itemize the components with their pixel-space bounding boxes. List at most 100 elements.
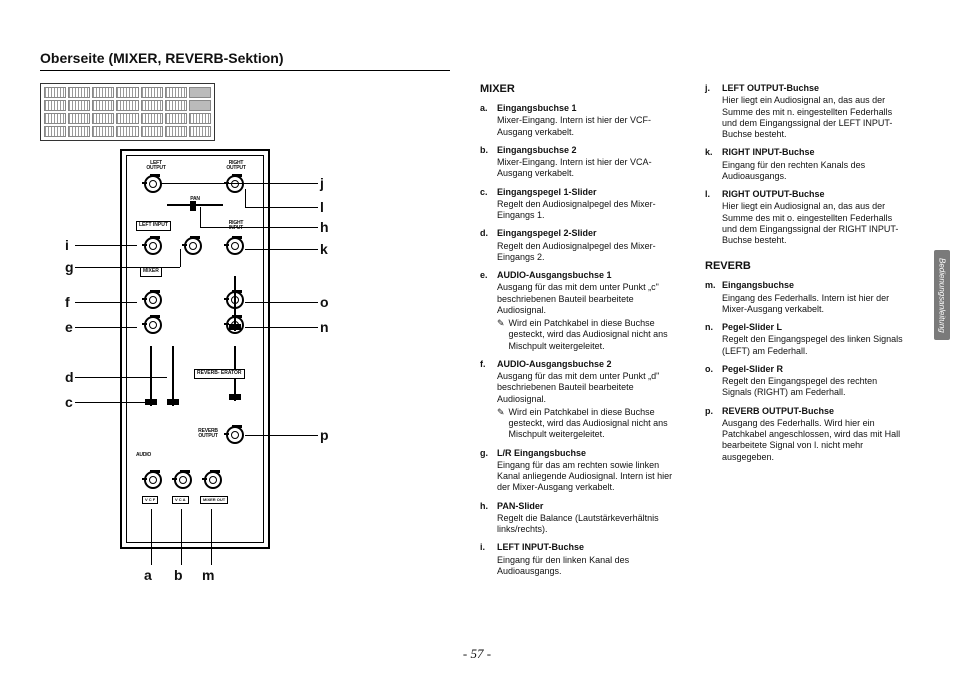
callout-g: g bbox=[65, 259, 74, 275]
reverb-list: m.EingangsbuchseEingang des Federhalls. … bbox=[705, 280, 905, 463]
item-title: LEFT INPUT-Buchse bbox=[497, 542, 680, 553]
item-body: Pegel-Slider LRegelt den Eingangspegel d… bbox=[722, 322, 905, 357]
jack-reverb-output bbox=[226, 426, 244, 444]
label-reverb-output: REVERB OUTPUT bbox=[194, 429, 222, 439]
item-title: Eingangsbuchse bbox=[722, 280, 905, 291]
item-title: REVERB OUTPUT-Buchse bbox=[722, 406, 905, 417]
label-left-output: LEFT OUTPUT bbox=[142, 161, 170, 171]
callout-i: i bbox=[65, 237, 69, 253]
item-desc: Ausgang des Federhalls. Wird hier ein Pa… bbox=[722, 418, 905, 463]
item-body: AUDIO-Ausgangsbuchse 1Ausgang für das mi… bbox=[497, 270, 680, 352]
callout-f: f bbox=[65, 294, 70, 310]
item-title: LEFT OUTPUT-Buchse bbox=[722, 83, 905, 94]
jack-left-input bbox=[144, 237, 162, 255]
item-desc: Regelt den Eingangspegel des rechten Sig… bbox=[722, 376, 905, 399]
list-item: n.Pegel-Slider LRegelt den Eingangspegel… bbox=[705, 322, 905, 357]
list-item: h.PAN-SliderRegelt die Balance (Lautstär… bbox=[480, 501, 680, 536]
line-m bbox=[211, 509, 212, 565]
col2a-list: j. LEFT OUTPUT-Buchse Hier liegt ein Audio… bbox=[705, 83, 905, 246]
item-label: h. bbox=[480, 501, 491, 536]
reverb-heading: REVERB bbox=[705, 260, 905, 272]
item-body: RIGHT INPUT-Buchse Eingang für den rechte… bbox=[722, 147, 905, 182]
page-title: Oberseite (MIXER, REVERB-Sektion) bbox=[40, 50, 914, 66]
diagram: LEFT OUTPUT RIGHT OUTPUT PAN LEFT INPUT … bbox=[40, 149, 460, 604]
line-n bbox=[245, 327, 318, 328]
side-tab: Bedienungsanleitung bbox=[934, 250, 950, 340]
item-body: Eingangspegel 2-SliderRegelt den Audiosi… bbox=[497, 228, 680, 263]
col2: j. LEFT OUTPUT-Buchse Hier liegt ein Audio… bbox=[705, 83, 905, 604]
mixer-heading: MIXER bbox=[480, 83, 680, 95]
item-label: e. bbox=[480, 270, 491, 352]
mixer-list: a.Eingangsbuchse 1Mixer-Eingang. Intern … bbox=[480, 103, 680, 577]
item-label: m. bbox=[705, 280, 716, 315]
item-label: i. bbox=[480, 542, 491, 577]
item-label: p. bbox=[705, 406, 716, 463]
item-label: b. bbox=[480, 145, 491, 180]
slider-r1 bbox=[234, 276, 236, 331]
list-item: c.Eingangspegel 1-SliderRegelt den Audio… bbox=[480, 187, 680, 222]
item-desc: Regelt den Eingangspegel des linken Sign… bbox=[722, 334, 905, 357]
page-number: - 57 - bbox=[0, 646, 954, 662]
text-columns: MIXER a.Eingangsbuchse 1Mixer-Eingang. I… bbox=[480, 83, 914, 604]
label-mixer-out: MIXER OUT bbox=[200, 496, 228, 504]
main-layout: LEFT OUTPUT RIGHT OUTPUT PAN LEFT INPUT … bbox=[40, 83, 914, 604]
jack-right-input bbox=[226, 237, 244, 255]
line-a bbox=[151, 509, 152, 565]
list-item: o. Pegel-Slider RRegelt den Eingangspegel… bbox=[705, 364, 905, 399]
line-e bbox=[75, 327, 137, 328]
item-title: RIGHT OUTPUT-Buchse bbox=[722, 189, 905, 200]
callout-o: o bbox=[320, 294, 329, 310]
panel-thumbnail bbox=[40, 83, 215, 141]
note-icon: ✎ bbox=[497, 407, 505, 441]
callout-j: j bbox=[320, 175, 324, 191]
line-b bbox=[181, 509, 182, 565]
line-o bbox=[245, 302, 318, 303]
callout-m: m bbox=[202, 567, 214, 583]
item-title: RIGHT INPUT-Buchse bbox=[722, 147, 905, 158]
list-item: e.AUDIO-Ausgangsbuchse 1Ausgang für das … bbox=[480, 270, 680, 352]
jack-lr-input bbox=[184, 237, 202, 255]
slider-d bbox=[172, 346, 174, 406]
item-body: L/R EingangsbuchseEingang für das am rec… bbox=[497, 448, 680, 494]
item-title: Eingangsbuchse 1 bbox=[497, 103, 680, 114]
item-body: AUDIO-Ausgangsbuchse 2Ausgang für das mi… bbox=[497, 359, 680, 441]
item-title: Eingangspegel 1-Slider bbox=[497, 187, 680, 198]
item-body: EingangsbuchseEingang des Federhalls. In… bbox=[722, 280, 905, 315]
label-reverb: REVERB- ERATOR bbox=[194, 369, 245, 379]
slider-r1-knob bbox=[229, 324, 241, 330]
list-item: k. RIGHT INPUT-Buchse Eingang für den rech… bbox=[705, 147, 905, 182]
line-k bbox=[245, 249, 318, 250]
line-j bbox=[160, 183, 318, 184]
item-title: AUDIO-Ausgangsbuchse 2 bbox=[497, 359, 680, 370]
item-desc: Eingang für den rechten Kanals des Audio… bbox=[722, 160, 905, 183]
item-label: n. bbox=[705, 322, 716, 357]
item-label: f. bbox=[480, 359, 491, 441]
line-jv bbox=[160, 183, 161, 187]
line-c bbox=[75, 402, 147, 403]
label-vcf: V C F bbox=[142, 496, 158, 504]
callout-d: d bbox=[65, 369, 74, 385]
item-body: Eingangspegel 1-SliderRegelt den Audiosi… bbox=[497, 187, 680, 222]
item-title: Pegel-Slider R bbox=[722, 364, 905, 375]
line-lv bbox=[245, 189, 246, 207]
item-label: j. bbox=[705, 83, 716, 140]
item-desc: Hier liegt ein Audiosignal an, das aus d… bbox=[722, 201, 905, 246]
callout-h: h bbox=[320, 219, 329, 235]
item-desc: Eingang für das am rechten sowie linken … bbox=[497, 460, 680, 494]
item-label: o. bbox=[705, 364, 716, 399]
label-audio: AUDIO bbox=[136, 453, 160, 458]
line-h bbox=[200, 227, 318, 228]
item-body: Eingangsbuchse 2Mixer-Eingang. Intern is… bbox=[497, 145, 680, 180]
jack-vcf bbox=[144, 471, 162, 489]
list-item: f.AUDIO-Ausgangsbuchse 2Ausgang für das … bbox=[480, 359, 680, 441]
line-gv bbox=[180, 249, 181, 267]
note-text: Wird ein Patchkabel in diese Buchse gest… bbox=[509, 318, 680, 352]
line-l bbox=[245, 207, 318, 208]
slider-pan-knob bbox=[190, 201, 196, 211]
item-label: k. bbox=[705, 147, 716, 182]
note-text: Wird ein Patchkabel in diese Buchse gest… bbox=[509, 407, 680, 441]
item-desc: Ausgang für das mit dem unter Punkt „d" … bbox=[497, 371, 680, 405]
callout-b: b bbox=[174, 567, 183, 583]
item-label: a. bbox=[480, 103, 491, 138]
item-label: d. bbox=[480, 228, 491, 263]
